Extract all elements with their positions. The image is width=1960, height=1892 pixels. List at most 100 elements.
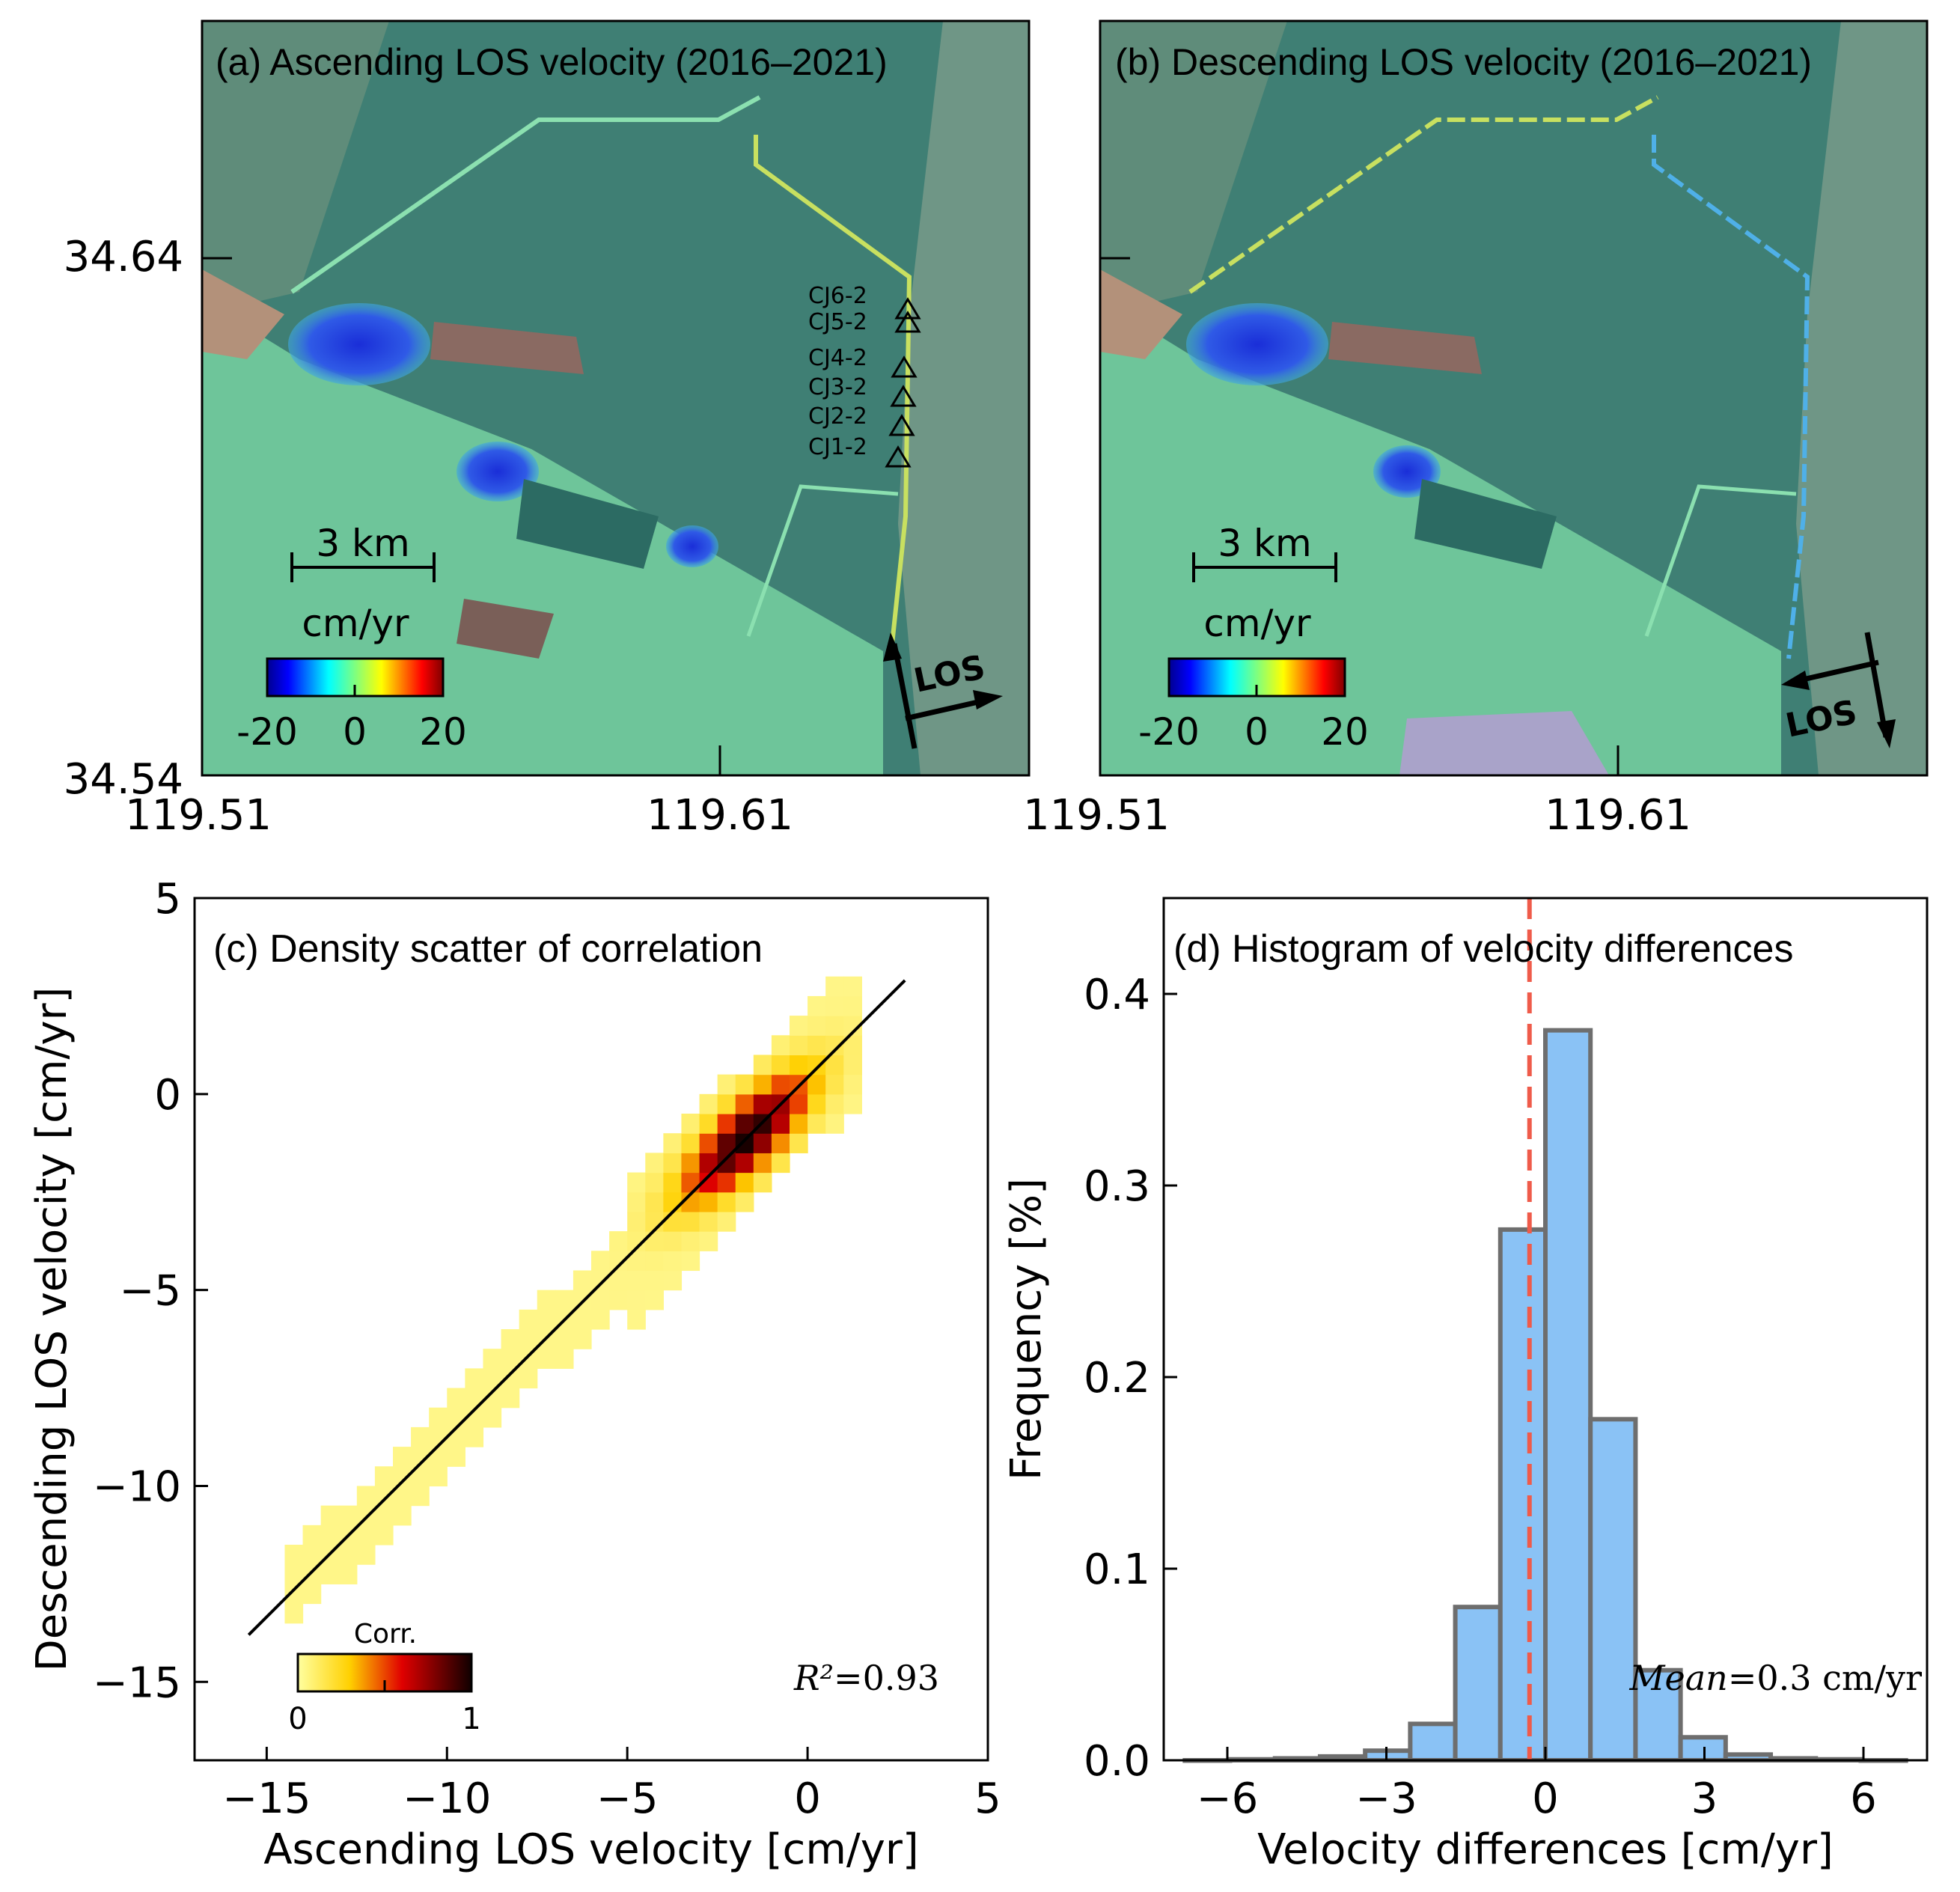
station-triangle-icon xyxy=(891,355,918,378)
chart-c-xlabel: Ascending LOS velocity [cm/yr] xyxy=(263,1825,919,1874)
map-b-cbar-tick-label: -20 xyxy=(1138,710,1200,754)
density-cell xyxy=(843,995,862,1016)
density-cell xyxy=(790,1016,808,1036)
density-cell xyxy=(663,1191,683,1212)
density-cell xyxy=(753,1153,772,1174)
density-cell xyxy=(555,1349,574,1369)
density-cell xyxy=(519,1329,538,1349)
map-b-frame xyxy=(1099,19,1929,777)
density-cell xyxy=(284,1584,304,1605)
density-cell xyxy=(320,1505,340,1526)
density-cell xyxy=(699,1211,718,1232)
map-b-cbar-tick-label: 0 xyxy=(1245,710,1268,754)
density-cell xyxy=(790,1133,808,1153)
density-cell xyxy=(302,1584,322,1605)
density-cell xyxy=(537,1349,556,1369)
histogram-bar xyxy=(1408,1721,1458,1763)
y-tick-label: 0.3 xyxy=(1084,1162,1150,1211)
density-cell xyxy=(771,1114,790,1134)
map-a-cbar-tick-label: 20 xyxy=(419,710,467,754)
density-cell xyxy=(591,1270,610,1291)
x-tick-label: 3 xyxy=(1691,1774,1718,1823)
density-cell xyxy=(284,1603,304,1624)
map-b-title: (b) Descending LOS velocity (2016–2021) xyxy=(1115,41,1812,83)
density-cell xyxy=(753,1172,772,1193)
chart-c-cbar-tick-label: 1 xyxy=(462,1702,480,1736)
mean-annotation: Mean=0.3 cm/yr xyxy=(1628,1658,1922,1698)
y-tick-label: 5 xyxy=(154,875,181,924)
density-cell xyxy=(284,1564,304,1584)
map-a-vegetation xyxy=(457,599,554,659)
map-a-inner-dyke xyxy=(746,484,899,637)
density-cell xyxy=(717,1191,736,1212)
map-b-beach xyxy=(1100,269,1182,359)
density-cell xyxy=(447,1407,465,1428)
chart-c-cbar-tick-label: 0 xyxy=(288,1702,307,1736)
map-a-los-arrow-icon: LOS xyxy=(883,632,1003,749)
y-tick-label: 0.0 xyxy=(1084,1737,1150,1786)
mean-label: Mean xyxy=(1628,1658,1727,1698)
map-a-subsidence-blob-1 xyxy=(288,303,430,385)
station-label: CJ1-2 xyxy=(808,434,867,460)
density-cell xyxy=(681,1133,700,1153)
density-cell xyxy=(663,1270,683,1291)
map-a-right-shoal xyxy=(898,21,1029,775)
density-cell xyxy=(735,1093,754,1114)
density-cell xyxy=(825,1016,844,1036)
density-cell xyxy=(627,1309,646,1330)
x-tick-label: −5 xyxy=(596,1774,659,1823)
density-cell xyxy=(645,1270,664,1291)
density-cell xyxy=(699,1114,718,1134)
density-cell xyxy=(807,1035,826,1056)
density-cell xyxy=(663,1251,683,1272)
density-cell xyxy=(681,1211,700,1232)
lat-tick-label: 34.64 xyxy=(64,233,183,281)
density-cell xyxy=(771,1133,790,1153)
density-cell xyxy=(519,1309,538,1330)
density-cell xyxy=(320,1525,340,1545)
density-cell xyxy=(717,1114,736,1134)
density-cell xyxy=(447,1426,465,1447)
map-a-image xyxy=(202,21,1029,775)
y-tick-label: 0.2 xyxy=(1084,1354,1150,1403)
map-a-breakwater-north xyxy=(290,95,761,294)
map-a-cbar-tick-label: 0 xyxy=(343,710,367,754)
lon-tick-label: 119.61 xyxy=(1545,791,1691,840)
density-cell xyxy=(465,1368,484,1389)
density-cell xyxy=(627,1270,646,1291)
map-a-title: (a) Ascending LOS velocity (2016–2021) xyxy=(216,41,888,83)
histogram-bars xyxy=(1182,1028,1908,1763)
r2-symbol: R² xyxy=(793,1658,834,1698)
density-cell xyxy=(699,1191,718,1212)
density-cell xyxy=(501,1329,520,1349)
density-cell xyxy=(501,1349,520,1369)
density-cell xyxy=(825,1114,844,1134)
density-cell xyxy=(663,1211,683,1232)
map-a-pier xyxy=(430,322,584,374)
map-b-scalebar-label: 3 km xyxy=(1218,522,1311,565)
density-cell xyxy=(537,1309,556,1330)
density-cell xyxy=(753,1055,772,1075)
density-cell xyxy=(717,1172,736,1193)
lon-tick-label: 119.51 xyxy=(125,791,272,840)
chart-d-xlabel: Velocity differences [cm/yr] xyxy=(1257,1825,1834,1874)
density-cell xyxy=(591,1309,610,1330)
map-a-stations: CJ6-2 CJ5-2 CJ4-2 CJ3-2 CJ2-2 CJ1-2 xyxy=(808,283,921,468)
density-cell xyxy=(627,1211,646,1232)
density-cell xyxy=(663,1133,683,1153)
chart-d-ylabel: Frequency [%] xyxy=(1002,1178,1051,1480)
density-cell xyxy=(591,1251,610,1272)
density-cell xyxy=(573,1270,592,1291)
density-cell xyxy=(429,1466,448,1487)
x-tick-label: −15 xyxy=(222,1774,311,1823)
density-cell xyxy=(825,995,844,1016)
map-a-cbar-tick-label: -20 xyxy=(236,710,298,754)
map-a-colorbar-unit: cm/yr xyxy=(302,602,409,645)
density-cell xyxy=(681,1153,700,1174)
x-tick-label: 5 xyxy=(974,1774,1001,1823)
density-cell xyxy=(843,1074,862,1095)
map-a-scalebar-label: 3 km xyxy=(316,522,409,565)
density-cell xyxy=(429,1407,448,1428)
x-tick-label: −6 xyxy=(1197,1774,1259,1823)
